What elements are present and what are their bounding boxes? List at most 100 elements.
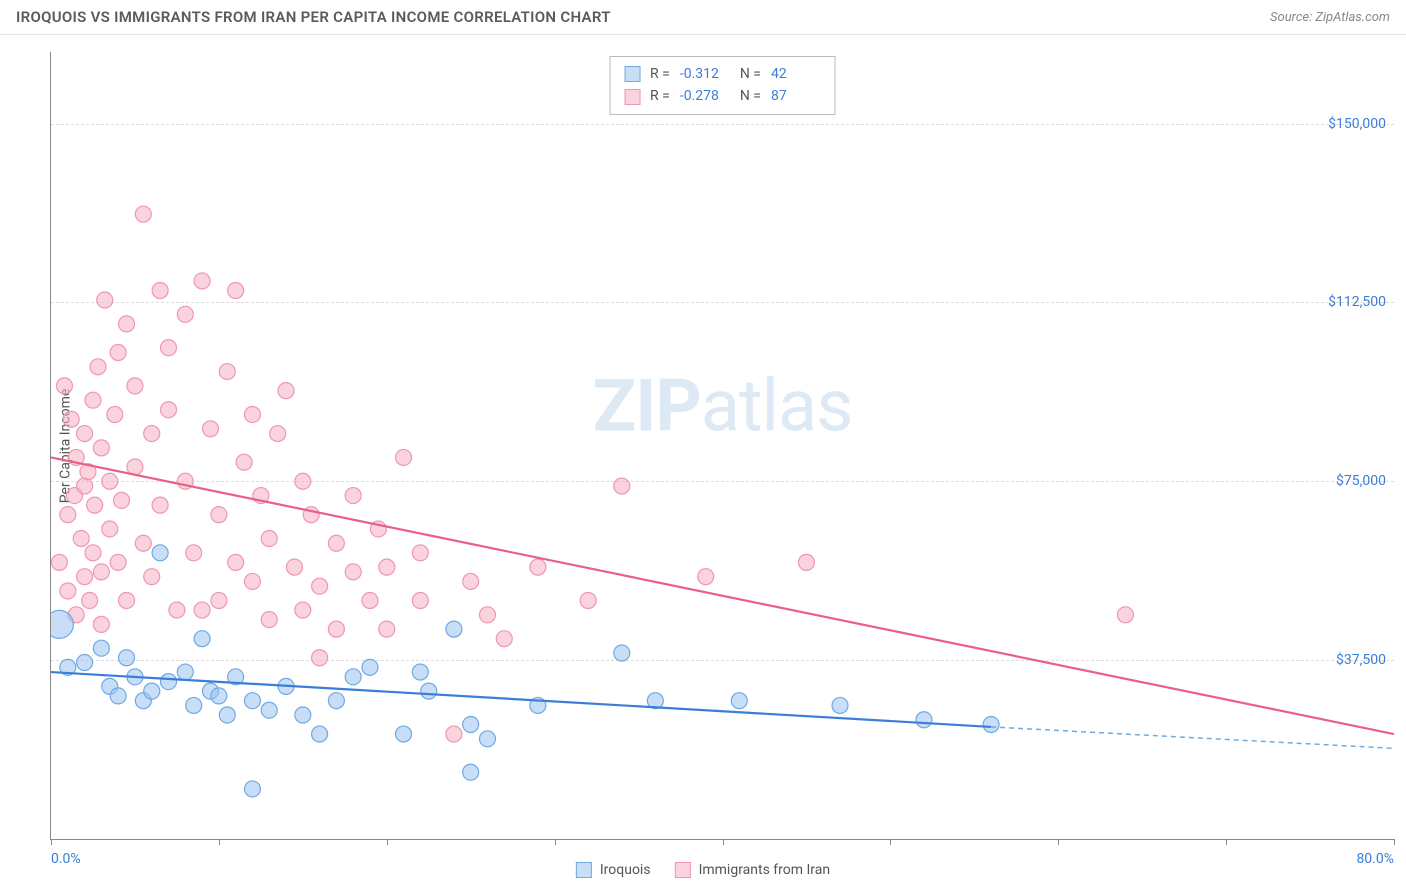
legend-item-iroquois: Iroquois bbox=[576, 862, 651, 878]
data-point bbox=[446, 726, 462, 742]
data-point bbox=[127, 378, 143, 394]
correlation-stats-box: R = -0.312 N = 42 R = -0.278 N = 87 bbox=[609, 56, 836, 115]
data-point bbox=[396, 726, 412, 742]
data-point bbox=[161, 340, 177, 356]
data-point bbox=[110, 688, 126, 704]
x-tick bbox=[387, 839, 388, 845]
data-point bbox=[362, 659, 378, 675]
legend-swatch-iroquois bbox=[576, 862, 592, 878]
scatter-svg bbox=[51, 52, 1394, 839]
data-point bbox=[186, 545, 202, 561]
legend-item-iran: Immigrants from Iran bbox=[675, 862, 831, 878]
data-point bbox=[169, 602, 185, 618]
data-point bbox=[90, 359, 106, 375]
data-point bbox=[93, 616, 109, 632]
stats-row-iroquois: R = -0.312 N = 42 bbox=[624, 63, 821, 85]
data-point bbox=[51, 554, 67, 570]
data-point bbox=[261, 702, 277, 718]
r-value-iran: -0.278 bbox=[680, 85, 730, 107]
data-point bbox=[446, 621, 462, 637]
data-point bbox=[295, 707, 311, 723]
data-point bbox=[614, 478, 630, 494]
x-tick bbox=[1058, 839, 1059, 845]
data-point bbox=[916, 712, 932, 728]
data-point bbox=[530, 559, 546, 575]
data-point bbox=[102, 521, 118, 537]
data-point bbox=[479, 607, 495, 623]
data-point bbox=[362, 593, 378, 609]
n-value-iran: 87 bbox=[771, 85, 821, 107]
data-point bbox=[228, 282, 244, 298]
data-point bbox=[211, 688, 227, 704]
data-point bbox=[202, 421, 218, 437]
data-point bbox=[236, 454, 252, 470]
x-axis-min-label: 0.0% bbox=[51, 851, 81, 867]
data-point bbox=[56, 378, 72, 394]
legend-swatch-iran bbox=[675, 862, 691, 878]
data-point bbox=[93, 564, 109, 580]
data-point bbox=[295, 473, 311, 489]
data-point bbox=[161, 402, 177, 418]
data-point bbox=[82, 593, 98, 609]
data-point bbox=[110, 554, 126, 570]
data-point bbox=[211, 593, 227, 609]
x-tick bbox=[555, 839, 556, 845]
n-value-iroquois: 42 bbox=[771, 63, 821, 85]
x-tick bbox=[723, 839, 724, 845]
data-point bbox=[580, 593, 596, 609]
x-tick bbox=[1394, 839, 1395, 845]
data-point bbox=[286, 559, 302, 575]
swatch-iroquois bbox=[624, 66, 640, 82]
data-point bbox=[77, 426, 93, 442]
data-point bbox=[328, 621, 344, 637]
data-point bbox=[135, 535, 151, 551]
chart-plot-area: ZIPatlas R = -0.312 N = 42 R = -0.278 N … bbox=[50, 52, 1394, 840]
data-point bbox=[152, 545, 168, 561]
data-point bbox=[412, 664, 428, 680]
data-point bbox=[832, 697, 848, 713]
data-point bbox=[270, 426, 286, 442]
data-point bbox=[731, 693, 747, 709]
data-point bbox=[152, 497, 168, 513]
swatch-iran bbox=[624, 89, 640, 105]
data-point bbox=[107, 406, 123, 422]
data-point bbox=[421, 683, 437, 699]
data-point bbox=[93, 440, 109, 456]
chart-header: IROQUOIS VS IMMIGRANTS FROM IRAN PER CAP… bbox=[0, 0, 1406, 35]
data-point bbox=[77, 569, 93, 585]
x-axis-max-label: 80.0% bbox=[1356, 851, 1394, 867]
data-point bbox=[412, 593, 428, 609]
data-point bbox=[60, 583, 76, 599]
data-point bbox=[614, 645, 630, 661]
data-point bbox=[144, 569, 160, 585]
data-point bbox=[412, 545, 428, 561]
data-point bbox=[152, 282, 168, 298]
data-point bbox=[211, 507, 227, 523]
data-point bbox=[798, 554, 814, 570]
data-point bbox=[102, 473, 118, 489]
data-point bbox=[194, 602, 210, 618]
r-value-iroquois: -0.312 bbox=[680, 63, 730, 85]
data-point bbox=[1117, 607, 1133, 623]
data-point bbox=[110, 344, 126, 360]
data-point bbox=[219, 707, 235, 723]
data-point bbox=[51, 610, 73, 638]
data-point bbox=[312, 650, 328, 666]
x-tick bbox=[890, 839, 891, 845]
data-point bbox=[186, 697, 202, 713]
data-point bbox=[63, 411, 79, 427]
data-point bbox=[219, 364, 235, 380]
legend: Iroquois Immigrants from Iran bbox=[576, 862, 830, 878]
data-point bbox=[73, 531, 89, 547]
data-point bbox=[77, 478, 93, 494]
data-point bbox=[396, 449, 412, 465]
data-point bbox=[85, 392, 101, 408]
data-point bbox=[345, 669, 361, 685]
x-tick bbox=[51, 839, 52, 845]
data-point bbox=[312, 726, 328, 742]
x-tick bbox=[1226, 839, 1227, 845]
data-point bbox=[97, 292, 113, 308]
data-point bbox=[244, 781, 260, 797]
trend-line bbox=[991, 727, 1394, 748]
data-point bbox=[983, 717, 999, 733]
